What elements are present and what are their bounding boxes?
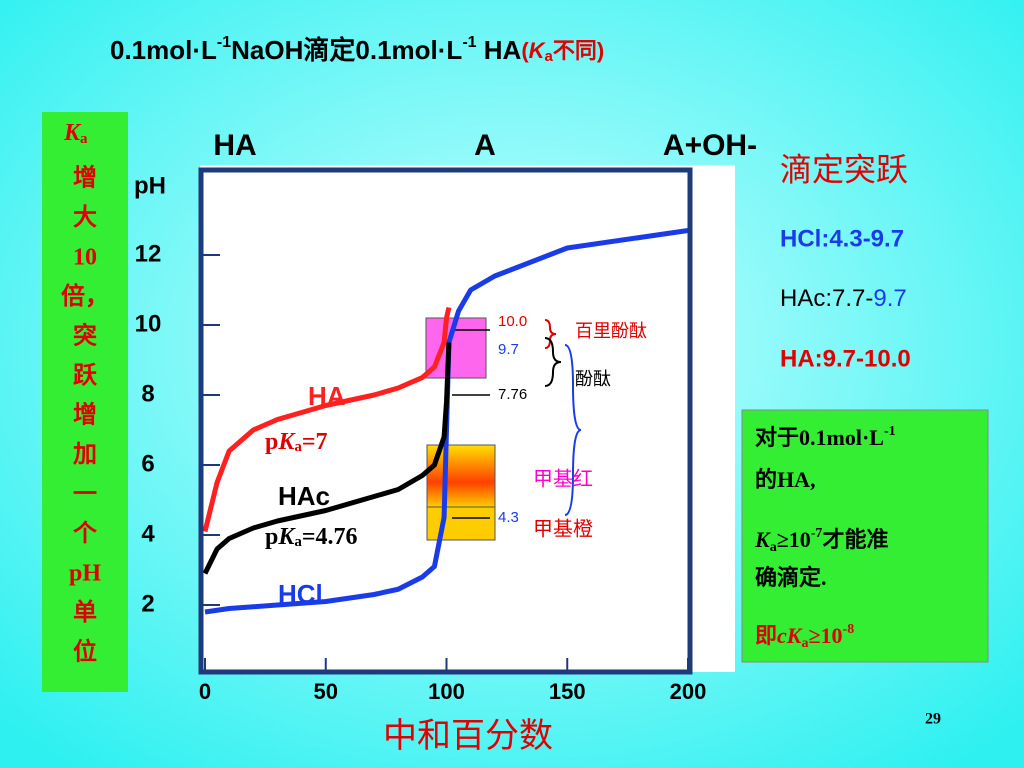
top-label: HA	[213, 129, 256, 162]
indicator-box	[426, 506, 496, 541]
note-line: 确滴定.	[755, 565, 827, 590]
left-note-line: 个	[73, 520, 98, 547]
left-note-line: 加	[73, 441, 97, 468]
note-line: 的HA,	[755, 467, 816, 492]
annotation: 4.3	[498, 509, 519, 526]
left-note-line: 位	[73, 638, 97, 666]
annotation: 7.76	[498, 386, 527, 403]
left-note-line: 增	[73, 401, 97, 429]
y-tick-label: 6	[141, 450, 154, 477]
annotation: 甲基橙	[533, 517, 593, 540]
jump-title: 滴定突跃	[780, 151, 908, 187]
annotation: 甲基红	[533, 467, 593, 490]
y-tick-label: 2	[141, 590, 154, 617]
left-note-box	[42, 112, 128, 692]
x-tick-label: 200	[670, 679, 707, 704]
left-note-line: 单	[73, 599, 97, 626]
arrows	[452, 319, 582, 519]
annotation: 百里酚酞	[575, 321, 647, 341]
title: 0.1mol·L-1NaOH滴定0.1mol·L-1 HA(Ka不同)	[110, 34, 604, 65]
annotation: 酚酞	[575, 369, 611, 389]
top-label: A+OH-	[663, 129, 757, 162]
jump-item: HA:9.7-10.0	[780, 345, 911, 372]
curve-label: pKa=7	[265, 429, 328, 456]
left-note-k: Ka	[63, 120, 88, 148]
series-line	[202, 342, 452, 575]
left-note-line: 倍，	[61, 282, 109, 310]
x-tick-label: 0	[199, 679, 211, 704]
right-note-box	[741, 409, 989, 663]
annotation: 10.0	[498, 313, 527, 330]
right-note: 对于0.1mol·L-1 的HA, Ka≥10-7才能准 确滴定. 即cKa≥1…	[754, 424, 896, 651]
y-tick-label: 8	[141, 380, 154, 407]
left-note-line: 大	[73, 204, 97, 231]
curve-label: pKa=4.76	[265, 524, 358, 551]
top-label: A	[474, 129, 496, 162]
annotation: 9.7	[498, 341, 519, 358]
note-line: 对于0.1mol·L-1	[755, 424, 896, 450]
page-number: 29	[925, 711, 941, 728]
left-note-line: 增	[73, 164, 97, 192]
x-tick-label: 150	[549, 679, 586, 704]
left-note-line: 一	[73, 482, 97, 508]
series-line	[202, 306, 452, 533]
curve-label: HAc	[278, 481, 330, 511]
y-tick-label: 12	[135, 240, 162, 267]
x-tick-label: 100	[428, 679, 465, 704]
series-line	[204, 228, 689, 615]
y-tick-label: 4	[141, 520, 155, 547]
note-line: Ka≥10-7才能准	[754, 526, 888, 555]
plot-frame	[198, 167, 693, 675]
jump-item: HCl:4.3-9.7	[780, 225, 904, 252]
left-note-line: 跃	[73, 362, 98, 389]
left-note-line: 突	[73, 322, 97, 350]
y-tick-label: 10	[135, 310, 162, 337]
y-axis-label: pH	[134, 172, 166, 199]
left-note-line: pH	[69, 561, 101, 587]
left-note-line: 10	[73, 245, 97, 271]
jump-item: HAc:7.7-9.7	[780, 285, 907, 312]
note-line: 即cKa≥10-8	[755, 622, 854, 651]
x-axis-label: 中和百分数	[383, 717, 553, 755]
x-tick-label: 50	[314, 679, 338, 704]
